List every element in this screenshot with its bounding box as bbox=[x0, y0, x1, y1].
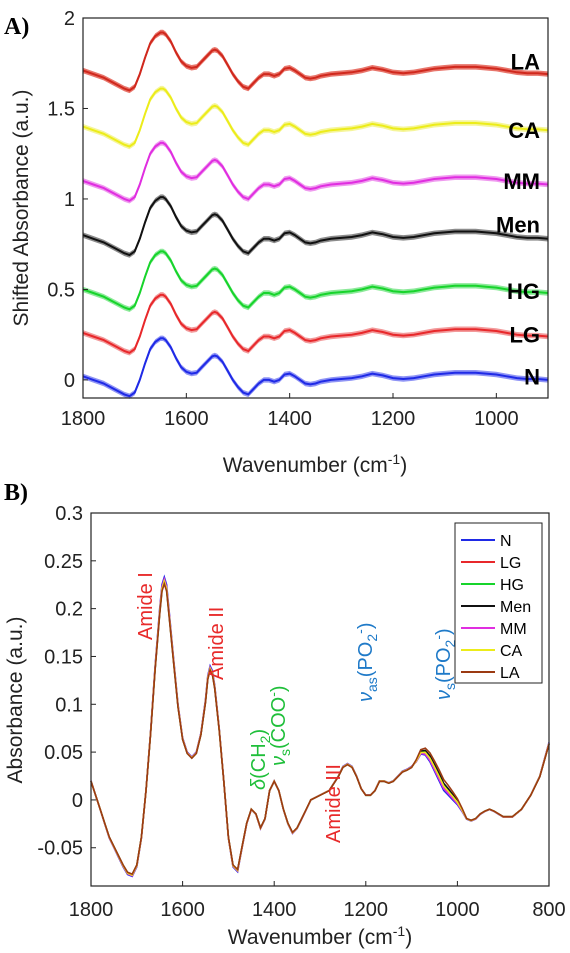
panel-a: A) N LG HG Men MM CA LA 1800 1600 1400 1200 1000 0… bbox=[4, 8, 549, 477]
panel-a-plot-frame bbox=[82, 17, 549, 399]
y-tick-label: 0.5 bbox=[47, 279, 75, 301]
y-tick-label: 0 bbox=[72, 790, 83, 812]
y-tick-label: 1.5 bbox=[47, 98, 75, 120]
y-tick-label: 0.25 bbox=[44, 551, 83, 573]
series-line-mm bbox=[82, 141, 549, 202]
y-tick-label: 1 bbox=[64, 189, 75, 211]
series-tag-hg: HG bbox=[507, 279, 540, 304]
series-tag-men: Men bbox=[496, 212, 540, 237]
series-tag-ca: CA bbox=[508, 118, 540, 143]
panel-b-y-ticks: -0.05 0 0.05 0.1 0.15 0.2 0.25 0.3 bbox=[37, 503, 96, 860]
x-tick-label: 1400 bbox=[252, 899, 297, 921]
y-tick-label: 2 bbox=[64, 8, 75, 30]
panel-a-lines bbox=[82, 31, 549, 398]
x-tick-label: 1800 bbox=[61, 408, 106, 430]
band-hg bbox=[83, 248, 548, 312]
panel-b: B) 1800 1600 1400 1200 1000 800 -0.05 0 0.05 0.1… bbox=[4, 480, 566, 949]
panel-b-plot-frame bbox=[90, 512, 550, 887]
series-tag-mm: MM bbox=[503, 169, 540, 194]
annotation-amide-i: Amide I bbox=[135, 572, 157, 640]
series-line-men bbox=[82, 196, 549, 257]
panel-a-x-axis-title: Wavenumber (cm-1) bbox=[223, 451, 407, 477]
legend-box bbox=[454, 522, 543, 684]
panel-a-bands bbox=[83, 29, 548, 399]
panel-a-label: A) bbox=[4, 14, 29, 40]
x-tick-label: 800 bbox=[532, 899, 565, 921]
series-tag-lg: LG bbox=[509, 323, 540, 348]
y-tick-label: 0.05 bbox=[44, 742, 83, 764]
series-line-ca bbox=[82, 87, 549, 148]
y-tick-label: 0.1 bbox=[55, 694, 83, 716]
panel-b-x-ticks: 1800 1600 1400 1200 1000 800 bbox=[69, 881, 566, 921]
series-tag-la: LA bbox=[511, 49, 540, 74]
series-line-la bbox=[90, 581, 550, 876]
series-line-n bbox=[82, 337, 549, 398]
x-tick-label: 1400 bbox=[267, 408, 312, 430]
y-tick-label: 0 bbox=[64, 370, 75, 392]
panel-a-y-axis-title: Shifted Absorbance (a.u.) bbox=[10, 90, 33, 327]
panel-a-series-tags: N LG HG Men MM CA LA bbox=[496, 49, 540, 389]
x-tick-label: 1200 bbox=[344, 899, 389, 921]
annotation-amide-iii: Amide III bbox=[323, 764, 345, 843]
annotation-amide-ii: Amide II bbox=[206, 607, 228, 680]
x-tick-label: 1200 bbox=[371, 408, 416, 430]
series-line-hg bbox=[82, 250, 549, 311]
x-tick-label: 1000 bbox=[474, 408, 519, 430]
legend-label-mm: MM bbox=[500, 621, 527, 638]
panel-b-legend: N LG HG Men MM CA LA bbox=[454, 522, 543, 684]
series-line-la bbox=[82, 31, 549, 92]
panel-a-x-ticks: 1800 1600 1400 1200 1000 bbox=[61, 393, 519, 430]
x-tick-label: 1000 bbox=[435, 899, 480, 921]
x-tick-label: 1600 bbox=[164, 408, 209, 430]
panel-b-y-axis-title: Absorbance (a.u.) bbox=[4, 617, 27, 784]
annotation-coo-stretch: νs(COO-) bbox=[265, 685, 293, 766]
panel-a-y-ticks: 0 0.5 1 1.5 2 bbox=[47, 8, 88, 392]
series-tag-n: N bbox=[524, 364, 540, 389]
legend-label-hg: HG bbox=[500, 577, 524, 594]
panel-b-lines bbox=[90, 574, 550, 878]
annotation-po2-sym-stretch: νs(PO2-) bbox=[430, 628, 458, 700]
x-tick-label: 1600 bbox=[160, 899, 205, 921]
legend-label-ca: CA bbox=[500, 643, 523, 660]
y-tick-label: 0.15 bbox=[44, 646, 83, 668]
legend-label-lg: LG bbox=[500, 555, 521, 572]
y-tick-label: 0.3 bbox=[55, 503, 83, 525]
y-tick-label: -0.05 bbox=[37, 838, 83, 860]
annotation-ch2-bend: δ(CH2) bbox=[248, 729, 273, 790]
y-tick-label: 0.2 bbox=[55, 599, 83, 621]
panel-b-label: B) bbox=[4, 480, 28, 506]
x-tick-label: 1800 bbox=[69, 899, 114, 921]
legend-label-men: Men bbox=[500, 599, 531, 616]
legend-label-n: N bbox=[500, 533, 512, 550]
legend-label-la: LA bbox=[500, 665, 520, 682]
annotation-po2-asym-stretch: νas(PO2-) bbox=[352, 623, 380, 703]
series-line-lg bbox=[82, 293, 549, 354]
panel-b-x-axis-title: Wavenumber (cm-1) bbox=[228, 923, 412, 949]
